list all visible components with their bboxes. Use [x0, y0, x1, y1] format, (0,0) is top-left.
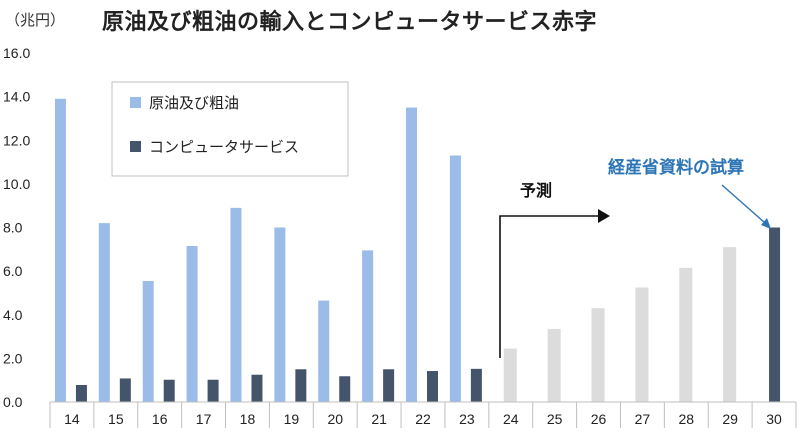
bar-forecast — [591, 308, 605, 402]
y-axis-ticks: 0.0 2.0 4.0 6.0 8.0 10.0 12.0 14.0 16.0 — [3, 45, 30, 410]
x-tick-label: 16 — [152, 411, 168, 427]
forecast-arrow-head — [598, 209, 610, 223]
legend-swatch-crude — [130, 97, 141, 108]
x-tick-label: 27 — [635, 411, 651, 427]
legend: 原油及び粗油 コンピュータサービス — [111, 81, 349, 177]
x-tick-label: 14 — [64, 411, 80, 427]
bar-forecast — [547, 328, 561, 402]
y-tick-label: 12.0 — [3, 132, 30, 148]
x-tick-label: 25 — [547, 411, 563, 427]
y-tick-label: 16.0 — [3, 45, 30, 61]
bar-crude-oil — [230, 207, 242, 402]
y-tick-label: 0.0 — [3, 394, 23, 410]
legend-label-crude: 原油及び粗油 — [149, 94, 239, 112]
meti-arrow-head — [761, 218, 771, 229]
x-tick-label: 28 — [679, 411, 695, 427]
bar-computer-services — [75, 384, 87, 402]
bar-computer-services — [295, 369, 307, 402]
x-tick-label: 18 — [240, 411, 256, 427]
bar-computer-services — [251, 374, 263, 402]
x-tick-label: 21 — [371, 411, 387, 427]
bar-crude-oil — [54, 98, 66, 403]
legend-swatch-computer — [130, 141, 141, 152]
meti-annotation: 経産省資料の試算 — [608, 157, 771, 229]
bar-crude-oil — [98, 223, 110, 402]
bar-crude-oil — [142, 280, 154, 402]
legend-label-computer: コンピュータサービス — [149, 138, 299, 156]
bar-computer-services — [207, 379, 219, 402]
y-tick-label: 14.0 — [3, 89, 30, 105]
x-tick-label: 24 — [503, 411, 519, 427]
bar-crude-oil — [186, 246, 198, 402]
x-axis-ticks: 14 15 16 17 18 19 20 21 22 23 24 25 26 27 28 29 30 — [49, 402, 797, 428]
bar-computer-services — [769, 227, 781, 402]
bar-computer-services — [339, 376, 351, 402]
bar-computer-services — [119, 378, 131, 402]
y-tick-label: 10.0 — [3, 176, 30, 192]
x-tick-label: 22 — [415, 411, 431, 427]
chart-title: 原油及び粗油の輸入とコンピュータサービス赤字 — [102, 10, 598, 35]
x-tick-label: 29 — [722, 411, 738, 427]
bar-crude-oil — [274, 227, 286, 402]
forecast-label: 予測 — [520, 181, 552, 200]
bar-computer-services — [470, 368, 482, 402]
bar-forecast — [635, 287, 649, 402]
meti-arrow-line — [721, 184, 766, 224]
x-tick-label: 20 — [327, 411, 343, 427]
bar-crude-oil — [318, 300, 330, 402]
bar-crude-oil — [449, 155, 461, 402]
y-tick-label: 6.0 — [3, 263, 23, 279]
bar-forecast — [679, 267, 693, 402]
bars-group — [54, 98, 781, 403]
bar-crude-oil — [406, 107, 417, 402]
x-tick-label: 17 — [196, 411, 212, 427]
meti-label: 経産省資料の試算 — [608, 157, 744, 178]
forecast-annotation: 予測 — [499, 181, 610, 358]
x-tick-label: 23 — [459, 411, 475, 427]
y-tick-label: 4.0 — [3, 307, 23, 323]
unit-label: （兆円） — [5, 11, 66, 29]
bar-crude-oil — [362, 250, 374, 402]
y-tick-label: 8.0 — [3, 220, 23, 236]
legend-box — [111, 81, 349, 177]
x-tick-label: 26 — [591, 411, 607, 427]
bar-computer-services — [163, 379, 175, 402]
bar-forecast — [503, 348, 517, 402]
y-tick-label: 2.0 — [3, 350, 23, 366]
x-tick-label: 19 — [284, 411, 300, 427]
x-tick-label: 15 — [108, 411, 124, 427]
forecast-arrow-line — [499, 215, 600, 358]
x-tick-label: 30 — [766, 411, 782, 427]
bar-computer-services — [427, 371, 438, 402]
bar-forecast — [723, 247, 737, 402]
bar-computer-services — [383, 369, 395, 402]
